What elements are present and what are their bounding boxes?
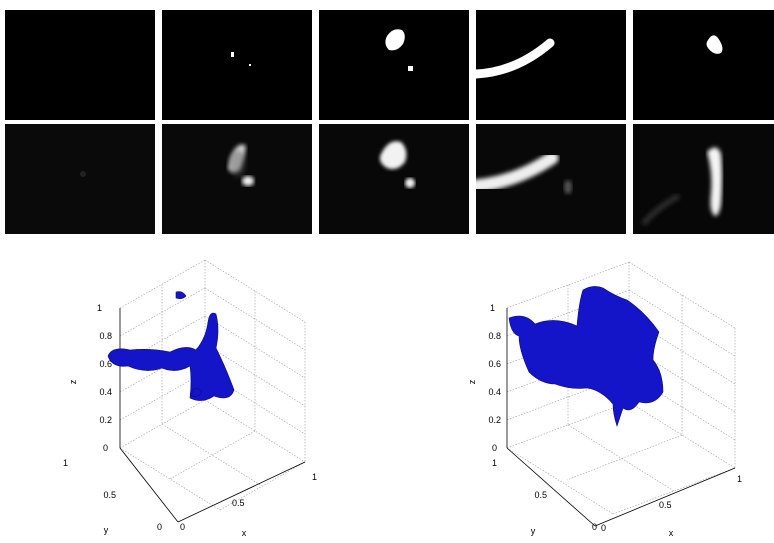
z-axis-label: z bbox=[467, 379, 477, 384]
y-tick-label: 0.5 bbox=[534, 490, 547, 500]
isosurface bbox=[107, 291, 235, 401]
surface-plot-2: 1 0.8 0.6 0.4 0.2 0 z 0 0.5 1 y 0 0.5 1 … bbox=[387, 240, 774, 538]
grayscale-panel-1 bbox=[5, 124, 155, 234]
y-axis-label: y bbox=[104, 525, 109, 535]
plot-axes bbox=[506, 308, 736, 527]
y-tick-labels: 0 0.5 1 bbox=[63, 458, 162, 532]
y-axis-label: y bbox=[531, 526, 536, 536]
x-tick-label: 0.5 bbox=[659, 500, 672, 510]
z-tick-label: 0.4 bbox=[488, 387, 501, 397]
y-tick-label: 0 bbox=[592, 522, 597, 532]
binary-mask-panel-1 bbox=[5, 10, 155, 120]
x-axis-label: x bbox=[669, 528, 674, 538]
x-tick-label: 0 bbox=[180, 522, 185, 532]
binary-mask-panel-4 bbox=[476, 10, 626, 120]
z-tick-label: 0 bbox=[492, 443, 497, 453]
grayscale-panel-3 bbox=[319, 124, 469, 234]
z-tick-label: 1 bbox=[97, 303, 102, 313]
z-tick-label: 0.4 bbox=[99, 387, 112, 397]
x-tick-label: 0 bbox=[601, 523, 606, 533]
z-tick-label: 0.8 bbox=[488, 331, 501, 341]
x-tick-label: 0.5 bbox=[232, 498, 245, 508]
isosurface bbox=[508, 286, 664, 427]
x-tick-labels: 0 0.5 1 bbox=[180, 472, 317, 532]
surface-plots: 1 0.8 0.6 0.4 0.2 0 z 0 0.5 1 y 0 0.5 1 … bbox=[0, 240, 774, 538]
z-tick-label: 0.8 bbox=[99, 331, 112, 341]
x-tick-label: 1 bbox=[312, 472, 317, 482]
z-tick-label: 0.6 bbox=[488, 359, 501, 369]
binary-mask-panel-5 bbox=[633, 10, 774, 120]
y-tick-label: 0.5 bbox=[103, 490, 116, 500]
plot-axes bbox=[119, 308, 306, 523]
binary-mask-panel-2 bbox=[162, 10, 312, 120]
z-axis-label: z bbox=[68, 379, 78, 384]
y-tick-label: 1 bbox=[63, 458, 68, 468]
y-tick-label: 1 bbox=[492, 458, 497, 468]
z-tick-labels: 1 0.8 0.6 0.4 0.2 0 bbox=[97, 303, 112, 453]
z-tick-label: 0.2 bbox=[99, 415, 112, 425]
z-tick-labels: 1 0.8 0.6 0.4 0.2 0 bbox=[488, 303, 501, 453]
y-tick-labels: 0 0.5 1 bbox=[492, 458, 597, 532]
x-tick-label: 1 bbox=[737, 474, 742, 484]
binary-mask-panel-3 bbox=[319, 10, 469, 120]
x-axis-label: x bbox=[242, 528, 247, 538]
image-grid bbox=[0, 0, 774, 240]
grayscale-panel-5 bbox=[633, 124, 774, 234]
z-tick-label: 0 bbox=[103, 443, 108, 453]
grayscale-panel-2 bbox=[162, 124, 312, 234]
y-tick-label: 0 bbox=[157, 522, 162, 532]
grayscale-panel-4 bbox=[476, 124, 626, 234]
z-tick-label: 0.2 bbox=[488, 415, 501, 425]
z-tick-label: 0.6 bbox=[99, 359, 112, 369]
surface-plot-1: 1 0.8 0.6 0.4 0.2 0 z 0 0.5 1 y 0 0.5 1 … bbox=[0, 240, 387, 538]
z-tick-label: 1 bbox=[490, 303, 495, 313]
x-tick-labels: 0 0.5 1 bbox=[601, 474, 742, 533]
